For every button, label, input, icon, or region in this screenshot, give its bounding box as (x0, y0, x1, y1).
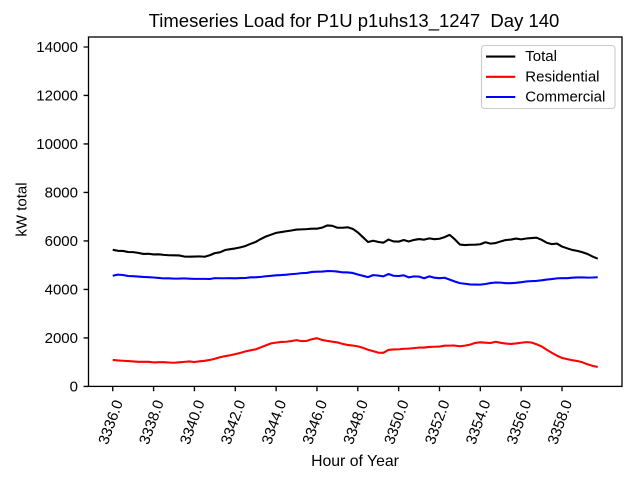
svg-text:0: 0 (70, 378, 78, 395)
svg-text:Timeseries Load for P1U p1uhs1: Timeseries Load for P1U p1uhs13_1247 Day… (149, 10, 560, 32)
svg-text:Hour of Year: Hour of Year (311, 453, 399, 470)
svg-text:10000: 10000 (36, 136, 78, 153)
svg-text:8000: 8000 (45, 184, 78, 201)
svg-text:Total: Total (525, 48, 557, 65)
svg-text:14000: 14000 (36, 39, 78, 56)
svg-text:kW total: kW total (14, 182, 31, 236)
svg-text:6000: 6000 (45, 233, 78, 250)
svg-text:2000: 2000 (45, 330, 78, 347)
svg-text:4000: 4000 (45, 281, 78, 298)
svg-text:Commercial: Commercial (525, 89, 605, 106)
svg-text:12000: 12000 (36, 87, 78, 104)
svg-text:Residential: Residential (525, 68, 599, 85)
